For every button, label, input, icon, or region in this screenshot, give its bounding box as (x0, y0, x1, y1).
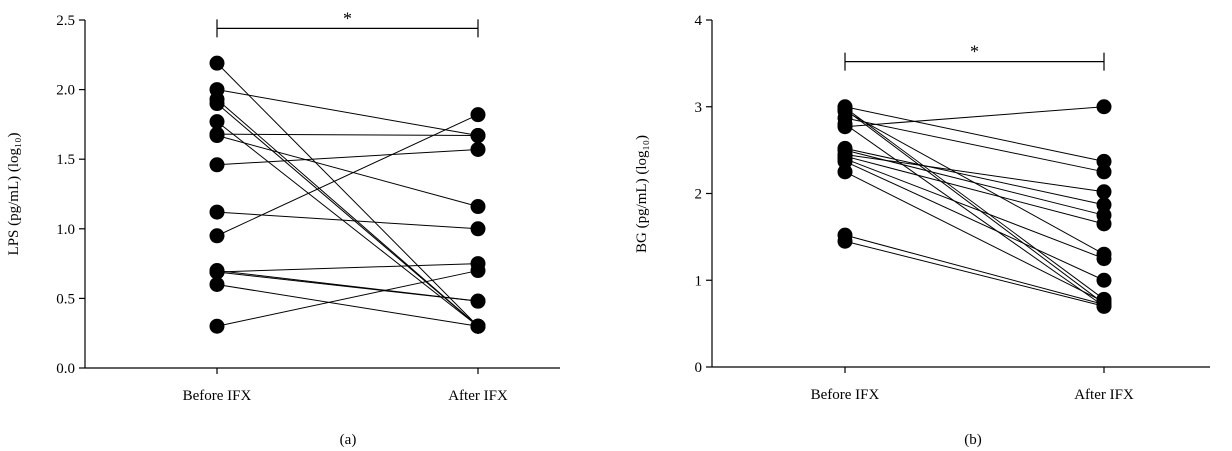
pair-line (216, 98, 479, 327)
pair-line (844, 147, 1105, 206)
point-before (209, 114, 225, 130)
panel-label-a: (a) (340, 432, 357, 448)
point-after (470, 263, 486, 279)
point-after (1096, 184, 1112, 200)
x-tick-label: After IFX (1074, 387, 1134, 403)
pair-line (216, 135, 479, 208)
pair-line (844, 123, 1105, 307)
point-after (470, 107, 486, 123)
pair-line (844, 171, 1105, 303)
pair-line (216, 62, 479, 327)
pair-line (216, 148, 479, 166)
significance-marker: * (343, 8, 352, 28)
point-before (837, 233, 853, 249)
pair-line (216, 114, 479, 237)
pair-line (216, 263, 479, 273)
pair-line (844, 117, 1105, 173)
point-before (209, 276, 225, 292)
point-before (209, 264, 225, 280)
y-tick-label: 2 (695, 187, 703, 203)
point-before (209, 157, 225, 173)
point-after (1096, 153, 1112, 169)
x-tick-label: Before IFX (183, 388, 252, 404)
y-axis-label: LPS (pg/mL) (log₁₀) (6, 133, 22, 256)
y-tick-label: 2.5 (56, 13, 75, 29)
pair-line (216, 270, 479, 327)
point-after (1096, 272, 1112, 288)
pair-line (216, 89, 479, 137)
pair-line (844, 234, 1105, 306)
point-after (470, 318, 486, 334)
y-tick-label: 0.0 (56, 361, 75, 377)
pair-line (844, 153, 1105, 193)
pair-line (216, 121, 479, 327)
y-axis-label: BG (pg/mL) (log₁₀) (634, 135, 650, 253)
pair-line (216, 133, 479, 137)
pair-line (844, 106, 1105, 162)
pair-line (844, 160, 1105, 281)
pair-line (844, 158, 1105, 260)
point-after (1096, 298, 1112, 314)
y-tick-label: 4 (695, 13, 703, 29)
pair-line (844, 106, 1105, 128)
pair-line (216, 211, 479, 230)
point-after (1096, 164, 1112, 180)
y-tick-label: 1 (695, 273, 703, 289)
pair-line (844, 240, 1105, 307)
pair-line (844, 107, 1105, 300)
panel-b: 0 1 2 3 4 Before IFX After IFX BG (pg/mL) (log₁… (634, 13, 1210, 403)
point-before (209, 204, 225, 220)
point-after (470, 221, 486, 237)
point-after (1096, 99, 1112, 115)
y-tick-label: 1.0 (56, 222, 75, 238)
x-tick-label: After IFX (448, 388, 508, 404)
y-tick-label: 3 (695, 100, 703, 116)
point-before (209, 128, 225, 144)
pair-line (844, 155, 1105, 225)
y-tick-label: 0.5 (56, 291, 75, 307)
point-after (1096, 251, 1112, 267)
point-after (470, 293, 486, 309)
y-tick-label: 1.5 (56, 152, 75, 168)
point-before (837, 153, 853, 169)
pair-line (216, 283, 479, 327)
point-before (837, 164, 853, 180)
point-before (209, 318, 225, 334)
point-after (1096, 216, 1112, 232)
point-before (209, 96, 225, 112)
y-tick-label: 2.0 (56, 83, 75, 99)
pair-line (844, 108, 1105, 305)
significance-marker: * (970, 42, 979, 62)
point-after (470, 128, 486, 144)
point-after (470, 141, 486, 157)
point-before (209, 55, 225, 71)
x-tick-label: Before IFX (811, 387, 880, 403)
y-tick-label: 0 (695, 360, 703, 376)
point-before (209, 228, 225, 244)
panel-a: 0.0 0.5 1.0 1.5 2.0 2.5 Before IFX After IFX LPS… (6, 8, 560, 404)
pair-line (216, 271, 479, 302)
point-after (1096, 197, 1112, 213)
panel-label-b: (b) (964, 432, 982, 448)
point-before (837, 119, 853, 135)
pair-line (216, 103, 479, 327)
point-after (470, 199, 486, 215)
